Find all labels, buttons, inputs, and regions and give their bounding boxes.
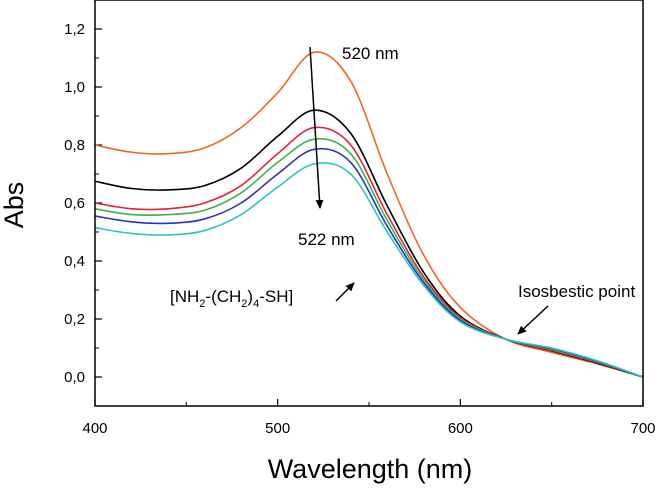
y-tick-labels: 0,0 0,2 0,4 0,6 0,8 1,0 1,2 bbox=[64, 21, 85, 386]
x-tick-labels: 400 500 600 700 bbox=[82, 420, 655, 437]
x-tick-label: 600 bbox=[448, 420, 473, 437]
reagent-label: [NH2-(CH2)4-SH] bbox=[170, 287, 293, 310]
y-tick-label: 0,4 bbox=[64, 253, 85, 270]
x-tick-label: 700 bbox=[630, 420, 655, 437]
series-line-green bbox=[94, 138, 644, 378]
x-tick-label: 500 bbox=[265, 420, 290, 437]
series-line-orange bbox=[94, 51, 644, 378]
y-tick-label: 0,6 bbox=[64, 195, 85, 212]
x-tick-label: 400 bbox=[82, 420, 107, 437]
peak-shift-arrow bbox=[309, 46, 324, 209]
plot-frame bbox=[94, 0, 644, 407]
y-tick-label: 0,8 bbox=[64, 137, 85, 154]
y-tick-label: 1,0 bbox=[64, 79, 85, 96]
reagent-arrow bbox=[335, 282, 355, 302]
peak-label-522: 522 nm bbox=[298, 230, 355, 249]
y-tick-label: 0,0 bbox=[64, 369, 85, 386]
x-axis-title: Wavelength (nm) bbox=[268, 454, 473, 484]
series-line-cyan bbox=[94, 162, 644, 378]
series-line-black bbox=[94, 109, 644, 378]
series-group bbox=[94, 51, 644, 378]
isosbestic-arrow bbox=[517, 305, 549, 335]
y-tick-label: 1,2 bbox=[64, 21, 85, 38]
y-tick-label: 0,2 bbox=[64, 311, 85, 328]
y-axis-title: Abs bbox=[0, 182, 29, 229]
isosbestic-label: Isosbestic point bbox=[518, 282, 635, 301]
peak-label-520: 520 nm bbox=[342, 44, 399, 63]
series-line-red bbox=[94, 126, 644, 378]
